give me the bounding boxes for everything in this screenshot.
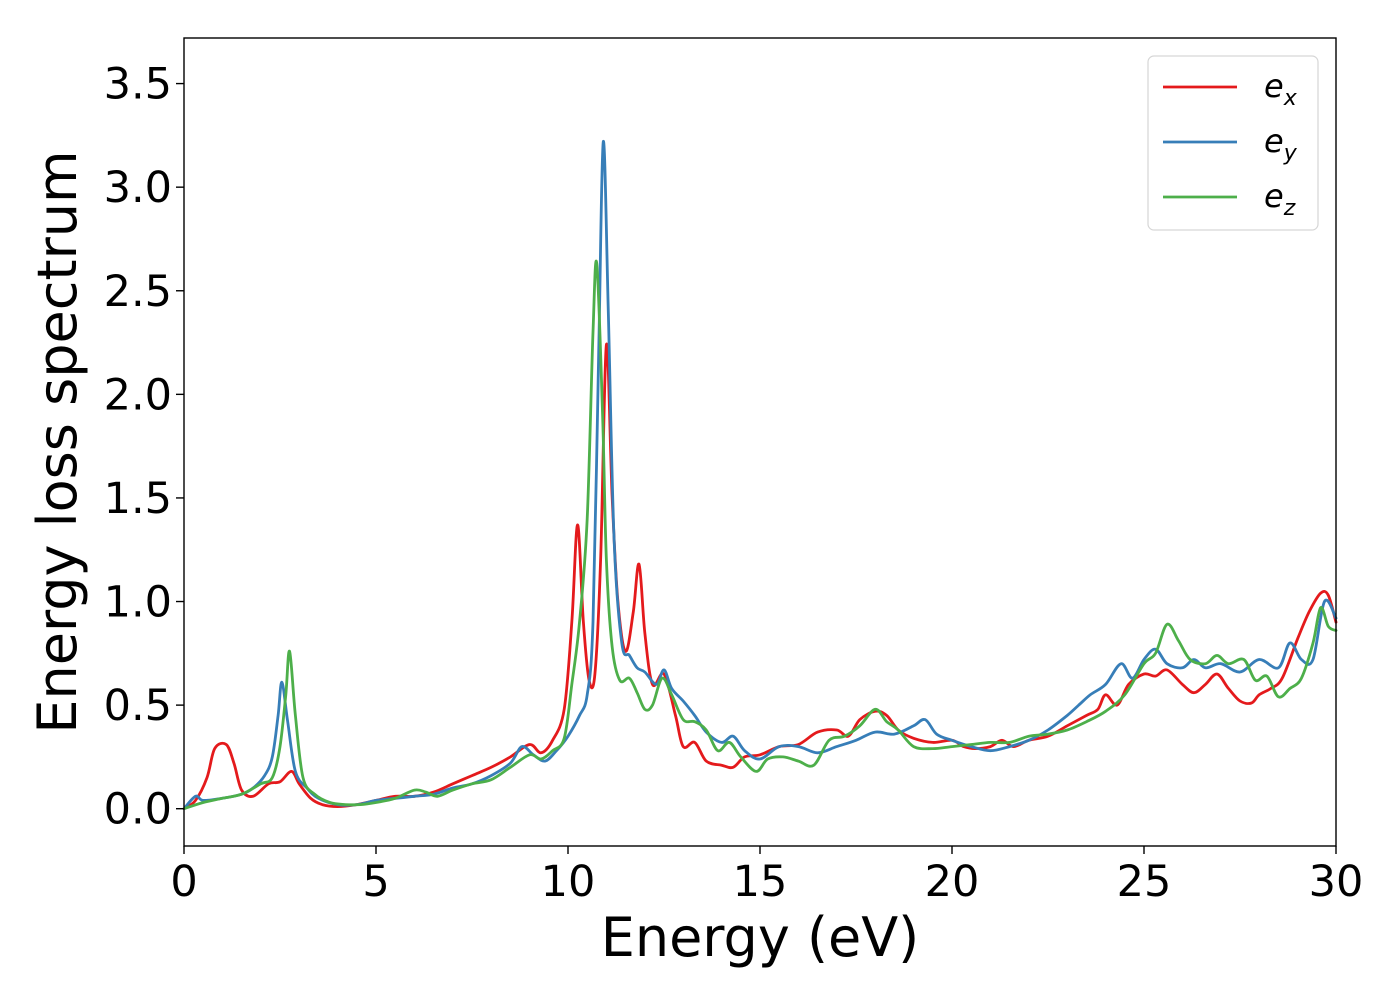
x-tick-label: 25: [1117, 857, 1172, 907]
legend-label-sub: x: [1283, 86, 1298, 111]
y-tick-label: 1.5: [104, 474, 172, 524]
y-tick-label: 1.0: [104, 578, 172, 628]
x-tick-label: 0: [170, 857, 197, 907]
y-tick-label: 0.0: [104, 785, 172, 835]
x-tick-label: 5: [362, 857, 389, 907]
series-layer: [182, 140, 1338, 811]
y-tick-label: 3.0: [104, 163, 172, 213]
series-line-z: [182, 259, 1338, 811]
y-axis-ticks: 0.0 0.5 1.0 1.5 2.0 2.5 3.0 3.5: [104, 60, 184, 835]
y-tick-label: 2.5: [104, 267, 172, 317]
legend-label-sub: z: [1283, 196, 1296, 221]
legend-label-main: e: [1264, 177, 1284, 215]
y-tick-label: 2.0: [104, 370, 172, 420]
y-axis-title: Energy loss spectrum: [26, 150, 89, 733]
x-tick-label: 15: [733, 857, 788, 907]
legend-label-sub: y: [1283, 141, 1298, 166]
legend-label-main: e: [1264, 67, 1284, 105]
legend-label-z: ez: [1264, 177, 1296, 221]
y-tick-label: 0.5: [104, 681, 172, 731]
x-axis-title: Energy (eV): [601, 906, 920, 969]
legend-label-y: ey: [1264, 122, 1298, 166]
legend-label-main: e: [1264, 122, 1284, 160]
x-tick-label: 20: [925, 857, 980, 907]
legend-label-x: ex: [1264, 67, 1298, 111]
y-tick-label: 3.5: [104, 60, 172, 110]
x-tick-label: 30: [1309, 857, 1364, 907]
x-axis-ticks: 0 5 10 15 20 25 30: [170, 846, 1363, 907]
x-tick-label: 10: [541, 857, 596, 907]
